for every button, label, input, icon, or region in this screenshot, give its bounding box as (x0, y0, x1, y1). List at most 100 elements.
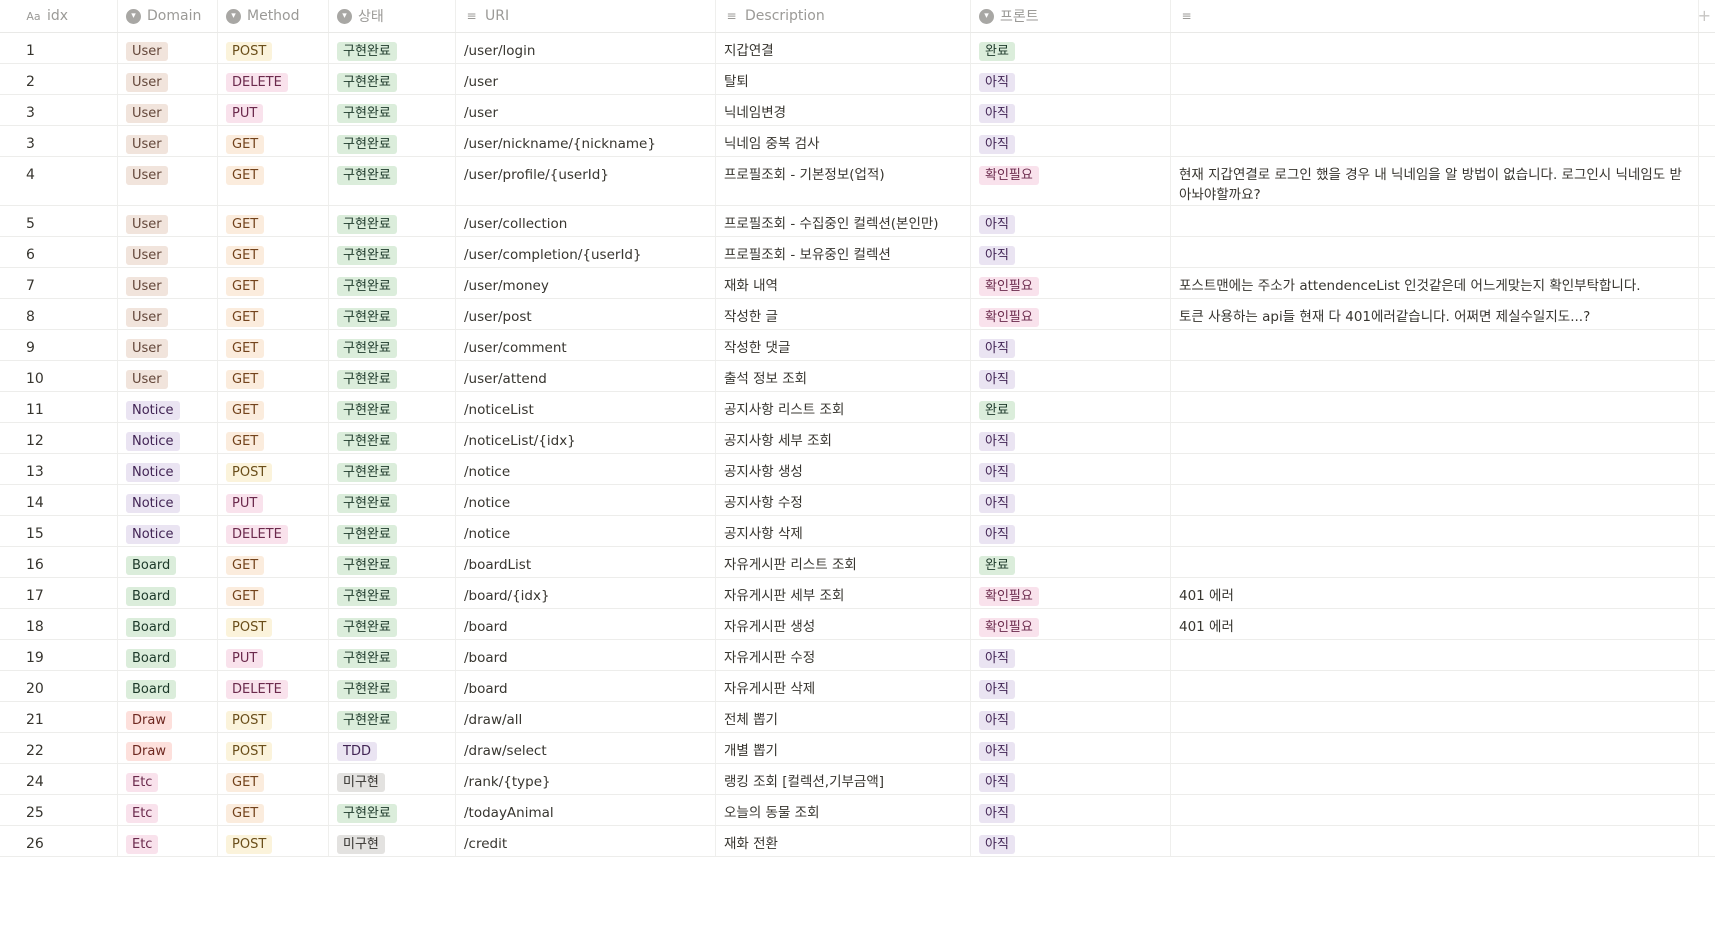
table-row[interactable]: 16 Board GET 구현완료/boardList 자유게시판 리스트 조회 완료 (0, 547, 1715, 578)
table-row[interactable]: 12 Notice GET 구현완료/noticeList/{idx} 공지사항 세부 … (0, 423, 1715, 454)
front-cell[interactable]: 아직 (971, 640, 1171, 670)
row-end-cell[interactable] (1699, 206, 1715, 236)
note-cell[interactable] (1171, 764, 1699, 794)
status-cell[interactable]: 구현완료 (329, 609, 456, 639)
idx-cell[interactable]: 11 (18, 392, 118, 422)
domain-cell[interactable]: Board (118, 609, 218, 639)
idx-cell[interactable]: 18 (18, 609, 118, 639)
table-row[interactable]: 11 Notice GET 구현완료/noticeList 공지사항 리스트 조회 완료 (0, 392, 1715, 423)
domain-cell[interactable]: User (118, 330, 218, 360)
description-cell[interactable]: 자유게시판 세부 조회 (716, 578, 971, 608)
column-header-front[interactable]: ▾ 프론트 (971, 0, 1171, 32)
front-cell[interactable]: 완료 (971, 547, 1171, 577)
uri-cell[interactable]: /user/collection (456, 206, 716, 236)
front-cell[interactable]: 아직 (971, 237, 1171, 267)
domain-cell[interactable]: Notice (118, 516, 218, 546)
method-cell[interactable]: GET (218, 764, 329, 794)
front-cell[interactable]: 아직 (971, 206, 1171, 236)
table-row[interactable]: 21 Draw POST 구현완료/draw/all 전체 뽑기 아직 (0, 702, 1715, 733)
domain-cell[interactable]: User (118, 157, 218, 205)
note-cell[interactable]: 토큰 사용하는 api들 현재 다 401에러같습니다. 어쩌면 제실수일지도.… (1171, 299, 1699, 329)
column-header-idx[interactable]: Aa idx (18, 0, 118, 32)
front-cell[interactable]: 확인필요 (971, 609, 1171, 639)
status-cell[interactable]: 구현완료 (329, 126, 456, 156)
table-row[interactable]: 6 User GET 구현완료/user/completion/{userId} 프로필… (0, 237, 1715, 268)
idx-cell[interactable]: 2 (18, 64, 118, 94)
table-row[interactable]: 4 User GET 구현완료/user/profile/{userId} 프로필조회 … (0, 157, 1715, 206)
uri-cell[interactable]: /user/post (456, 299, 716, 329)
uri-cell[interactable]: /noticeList (456, 392, 716, 422)
method-cell[interactable]: GET (218, 206, 329, 236)
row-end-cell[interactable] (1699, 237, 1715, 267)
idx-cell[interactable]: 20 (18, 671, 118, 701)
status-cell[interactable]: TDD (329, 733, 456, 763)
method-cell[interactable]: GET (218, 268, 329, 298)
row-end-cell[interactable] (1699, 516, 1715, 546)
idx-cell[interactable]: 22 (18, 733, 118, 763)
idx-cell[interactable]: 16 (18, 547, 118, 577)
status-cell[interactable]: 구현완료 (329, 95, 456, 125)
front-cell[interactable]: 아직 (971, 733, 1171, 763)
status-cell[interactable]: 미구현 (329, 826, 456, 856)
domain-cell[interactable]: Notice (118, 485, 218, 515)
status-cell[interactable]: 구현완료 (329, 454, 456, 484)
front-cell[interactable]: 아직 (971, 126, 1171, 156)
description-cell[interactable]: 개별 뽑기 (716, 733, 971, 763)
description-cell[interactable]: 지갑연결 (716, 33, 971, 63)
note-cell[interactable] (1171, 702, 1699, 732)
domain-cell[interactable]: Draw (118, 702, 218, 732)
column-header-status[interactable]: ▾ 상태 (329, 0, 456, 32)
table-row[interactable]: 10 User GET 구현완료/user/attend 출석 정보 조회 아직 (0, 361, 1715, 392)
method-cell[interactable]: GET (218, 126, 329, 156)
row-end-cell[interactable] (1699, 733, 1715, 763)
domain-cell[interactable]: Notice (118, 454, 218, 484)
status-cell[interactable]: 구현완료 (329, 423, 456, 453)
uri-cell[interactable]: /todayAnimal (456, 795, 716, 825)
status-cell[interactable]: 구현완료 (329, 157, 456, 205)
uri-cell[interactable]: /user/nickname/{nickname} (456, 126, 716, 156)
description-cell[interactable]: 재화 내역 (716, 268, 971, 298)
row-end-cell[interactable] (1699, 764, 1715, 794)
method-cell[interactable]: GET (218, 330, 329, 360)
description-cell[interactable]: 공지사항 수정 (716, 485, 971, 515)
uri-cell[interactable]: /board (456, 671, 716, 701)
status-cell[interactable]: 미구현 (329, 764, 456, 794)
method-cell[interactable]: PUT (218, 640, 329, 670)
status-cell[interactable]: 구현완료 (329, 640, 456, 670)
uri-cell[interactable]: /board (456, 609, 716, 639)
method-cell[interactable]: DELETE (218, 671, 329, 701)
description-cell[interactable]: 닉네임 중복 검사 (716, 126, 971, 156)
front-cell[interactable]: 아직 (971, 454, 1171, 484)
method-cell[interactable]: GET (218, 299, 329, 329)
method-cell[interactable]: POST (218, 609, 329, 639)
front-cell[interactable]: 아직 (971, 826, 1171, 856)
uri-cell[interactable]: /user/money (456, 268, 716, 298)
description-cell[interactable]: 공지사항 리스트 조회 (716, 392, 971, 422)
table-row[interactable]: 8 User GET 구현완료/user/post 작성한 글 확인필요 토큰 사용하는 a… (0, 299, 1715, 330)
column-header-method[interactable]: ▾ Method (218, 0, 329, 32)
method-cell[interactable]: POST (218, 702, 329, 732)
domain-cell[interactable]: User (118, 299, 218, 329)
description-cell[interactable]: 자유게시판 삭제 (716, 671, 971, 701)
uri-cell[interactable]: /boardList (456, 547, 716, 577)
row-end-cell[interactable] (1699, 299, 1715, 329)
idx-cell[interactable]: 25 (18, 795, 118, 825)
note-cell[interactable] (1171, 64, 1699, 94)
idx-cell[interactable]: 6 (18, 237, 118, 267)
column-header-note[interactable]: ≡ (1171, 0, 1699, 32)
description-cell[interactable]: 오늘의 동물 조회 (716, 795, 971, 825)
uri-cell[interactable]: /notice (456, 516, 716, 546)
uri-cell[interactable]: /credit (456, 826, 716, 856)
front-cell[interactable]: 확인필요 (971, 268, 1171, 298)
front-cell[interactable]: 완료 (971, 33, 1171, 63)
table-row[interactable]: 17 Board GET 구현완료/board/{idx} 자유게시판 세부 조회 확인필… (0, 578, 1715, 609)
front-cell[interactable]: 아직 (971, 671, 1171, 701)
note-cell[interactable] (1171, 485, 1699, 515)
domain-cell[interactable]: Board (118, 578, 218, 608)
table-row[interactable]: 7 User GET 구현완료/user/money 재화 내역 확인필요 포스트맨에는 주… (0, 268, 1715, 299)
description-cell[interactable]: 닉네임변경 (716, 95, 971, 125)
note-cell[interactable] (1171, 640, 1699, 670)
uri-cell[interactable]: /user/completion/{userId} (456, 237, 716, 267)
domain-cell[interactable]: User (118, 126, 218, 156)
front-cell[interactable]: 확인필요 (971, 578, 1171, 608)
